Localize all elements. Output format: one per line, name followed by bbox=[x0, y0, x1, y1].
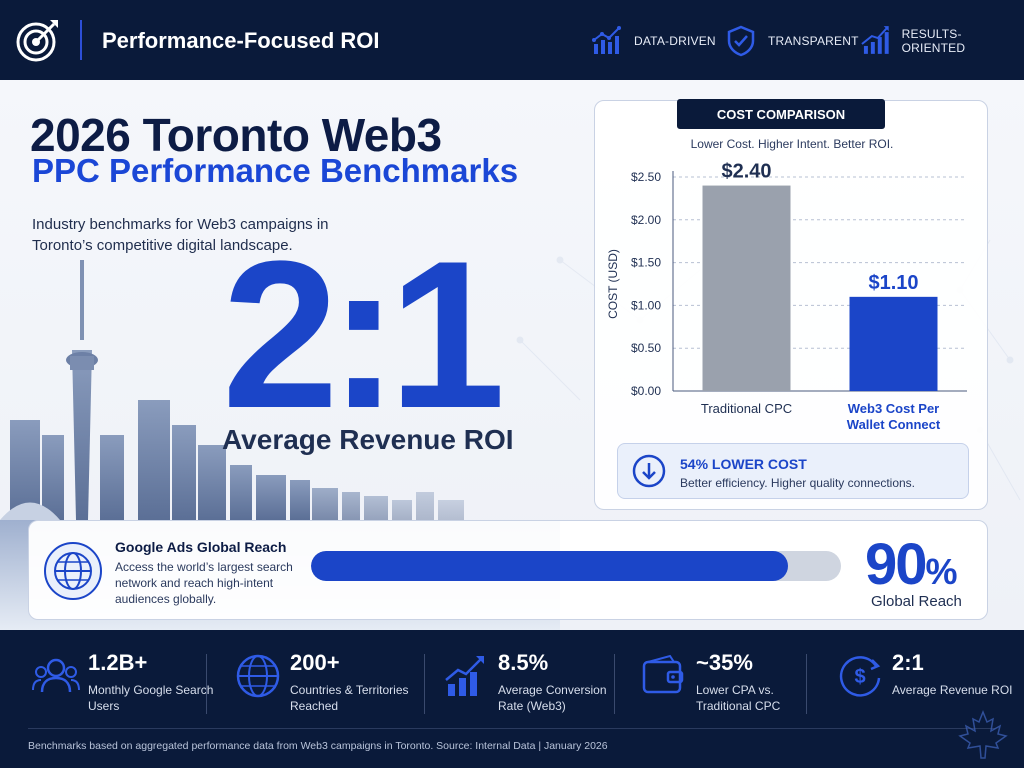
cost-tagline: Lower Cost. Higher Intent. Better ROI. bbox=[690, 137, 894, 151]
chart-bar bbox=[702, 185, 791, 391]
pill-label: TRANSPARENT bbox=[768, 34, 859, 48]
globe-icon bbox=[236, 654, 280, 698]
users-icon bbox=[32, 658, 80, 693]
main-area: 2026 Toronto Web3 PPC Performance Benchm… bbox=[0, 80, 1024, 630]
reach-label: Global Reach bbox=[871, 593, 962, 610]
globe-icon bbox=[44, 542, 102, 600]
wallet-icon bbox=[642, 654, 684, 694]
global-reach-card: Google Ads Global Reach Access the world… bbox=[28, 520, 988, 620]
callout-text: Better efficiency. Higher quality connec… bbox=[680, 476, 916, 490]
target-icon bbox=[16, 20, 58, 62]
page-subtitle: PPC Performance Benchmarks bbox=[32, 152, 519, 189]
footer-note: Benchmarks based on aggregated performan… bbox=[28, 740, 608, 752]
maple-leaf-icon bbox=[958, 709, 1008, 759]
y-tick-label: $2.50 bbox=[631, 170, 661, 184]
stat-divider bbox=[424, 654, 425, 714]
cost-bar-chart: $0.00 $0.50 $1.00 $1.50 $2.00 $2.50 COST (USD)… bbox=[606, 161, 967, 432]
page-description: Industry benchmarks for Web3 campaigns i… bbox=[32, 216, 329, 254]
bar-trend-icon bbox=[592, 26, 621, 54]
stat-value: 2:1 bbox=[892, 650, 924, 675]
x-category-label: Traditional CPC bbox=[701, 401, 792, 416]
y-axis-label: COST (USD) bbox=[606, 249, 620, 319]
y-tick-label: $1.50 bbox=[631, 256, 661, 270]
lower-cost-callout: 54% LOWER COST Better efficiency. Higher… bbox=[617, 443, 969, 499]
roi-ratio-label: Average Revenue ROI bbox=[222, 424, 514, 455]
header-bar: Performance-Focused ROI DATA-DRIVEN TRAN… bbox=[0, 0, 1024, 80]
chart-bar bbox=[849, 296, 938, 391]
y-tick-label: $2.00 bbox=[631, 213, 661, 227]
stat-label: Average Revenue ROI bbox=[892, 683, 1013, 697]
stat-divider bbox=[206, 654, 207, 714]
reach-progress-fill bbox=[311, 551, 788, 581]
y-tick-label: $0.50 bbox=[631, 341, 661, 355]
stats-bar: 1.2B+ Monthly Google Search Users 200+ C… bbox=[0, 630, 1024, 768]
growth-chart-icon bbox=[445, 656, 484, 696]
reach-title: Google Ads Global Reach bbox=[115, 539, 287, 555]
pill-label: DATA-DRIVEN bbox=[634, 34, 716, 48]
header-divider bbox=[80, 20, 82, 60]
pill-data-driven: DATA-DRIVEN bbox=[590, 24, 716, 58]
cost-comparison-badge: COST COMPARISON bbox=[677, 99, 885, 129]
growth-chart-icon bbox=[861, 26, 889, 54]
bar-value-label: $1.10 bbox=[868, 272, 918, 294]
x-category-label: Web3 Cost Per Wallet Connect bbox=[847, 401, 941, 432]
svg-text:$: $ bbox=[854, 666, 865, 688]
stat-divider bbox=[614, 654, 615, 714]
roi-ratio: 2:1 bbox=[222, 217, 505, 452]
bar-value-label: $2.40 bbox=[721, 161, 771, 183]
shield-check-icon bbox=[727, 25, 755, 57]
dollar-cycle-icon: $ bbox=[839, 656, 881, 697]
callout-title: 54% LOWER COST bbox=[680, 456, 807, 472]
reach-progress-bar bbox=[311, 551, 841, 581]
y-tick-label: $0.00 bbox=[631, 384, 661, 398]
page-title: 2026 Toronto Web3 bbox=[30, 109, 442, 161]
stat-label: Lower CPA vs. Traditional CPC bbox=[696, 683, 781, 713]
stat-value: ~35% bbox=[696, 650, 753, 675]
stat-divider bbox=[806, 654, 807, 714]
pill-transparent: TRANSPARENT bbox=[724, 24, 859, 58]
stat-label: Countries & Territories Reached bbox=[290, 683, 409, 713]
stat-value: 8.5% bbox=[498, 650, 549, 675]
footer-divider bbox=[28, 728, 996, 729]
cost-comparison-card: COST COMPARISON Lower Cost. Higher Inten… bbox=[594, 99, 988, 510]
pill-results-oriented: RESULTS-ORIENTED bbox=[858, 24, 1024, 58]
reach-description: Access the world’s largest search networ… bbox=[115, 560, 293, 606]
header-title: Performance-Focused ROI bbox=[102, 28, 380, 53]
stat-label: Monthly Google Search Users bbox=[88, 683, 214, 713]
arrow-down-circle-icon bbox=[632, 454, 666, 488]
y-tick-label: $1.00 bbox=[631, 298, 661, 312]
stat-value: 200+ bbox=[290, 650, 340, 675]
stat-label: Average Conversion Rate (Web3) bbox=[498, 683, 607, 713]
pill-label: RESULTS-ORIENTED bbox=[901, 27, 966, 55]
stat-value: 1.2B+ bbox=[88, 650, 148, 675]
reach-value: 90% bbox=[865, 532, 958, 597]
